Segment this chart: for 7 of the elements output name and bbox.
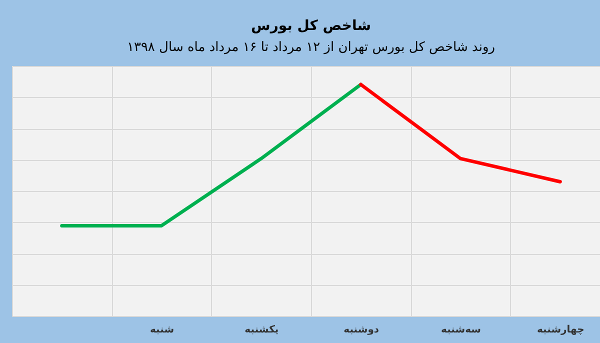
x-tick-label: سه‌شنبه [441,324,482,336]
chart-subtitle: روند شاخص کل بورس تهران از ۱۲ مرداد تا ۱۶ مرداد ماه سال ۱۳۹۸ [126,40,496,55]
chart-title: شاخص کل بورس [250,18,372,34]
x-tick-label: یکشنبه [244,324,279,336]
x-tick-label: شنبه [150,324,174,336]
x-tick-label: دوشنبه [344,324,380,336]
x-tick-label: چهارشنبه [536,324,584,336]
